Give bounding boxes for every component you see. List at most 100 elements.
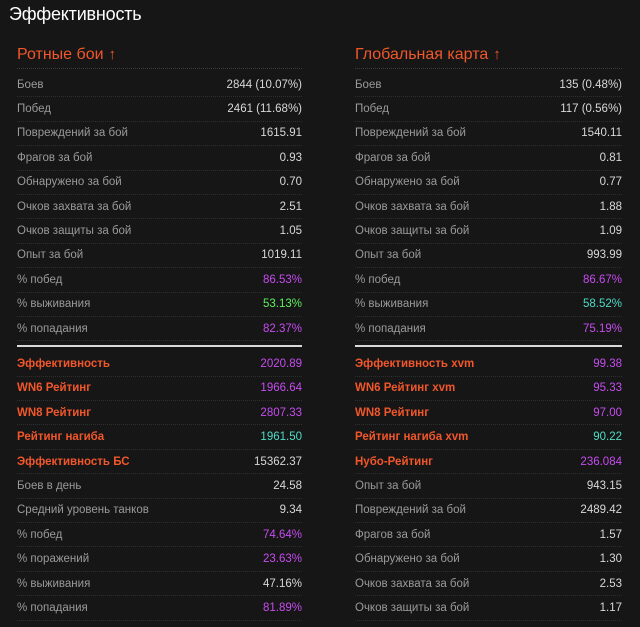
stats-top-list: Боев 135 (0.48%) Побед 117 (0.56%) Поврежден… (355, 73, 622, 342)
stat-label: % выживания (17, 298, 91, 311)
stat-value: 95.33 (593, 382, 622, 395)
stat-row: Фрагов за бой 0.81 (355, 146, 622, 171)
stat-value: 2461 (11.68%) (227, 103, 302, 116)
stat-value: 1540.11 (581, 127, 622, 140)
stat-row: Очков защиты за бой 1.09 (355, 219, 622, 244)
stat-row: Побед 2461 (11.68%) (17, 97, 302, 122)
stat-row: % выживания 53.13% (17, 293, 302, 317)
stat-label: Фрагов за бой (355, 528, 431, 541)
stat-row: Повреждений за бой 1540.11 (355, 122, 622, 147)
stat-value: 2.53 (599, 577, 622, 590)
global-map-panel: Глобальная карта ↑ Боев 135 (0.48%) Побед 1… (355, 42, 622, 621)
stat-row: Повреждений за бой 1615.91 (17, 122, 302, 147)
stat-row: WN6 Рейтинг 1966.64 (17, 377, 302, 402)
stat-row: WN8 Рейтинг 2807.33 (17, 401, 302, 426)
stat-label: Нубо-Рейтинг (355, 455, 433, 468)
stat-row: % выживания 47.16% (17, 572, 302, 597)
stat-value: 9.34 (279, 504, 302, 517)
stat-row: Опыт за бой 943.15 (355, 474, 622, 499)
stat-label: % поражений (17, 553, 90, 566)
sort-arrow-icon: ↑ (493, 46, 501, 63)
stat-label: Фрагов за бой (17, 151, 93, 164)
stat-row: Эффективность xvm 99.38 (355, 352, 622, 377)
stat-value: 75.19% (582, 322, 622, 335)
stats-top-list: Боев 2844 (10.07%) Побед 2461 (11.68%) Повре… (17, 73, 302, 342)
stat-value: 1.17 (599, 601, 622, 614)
stat-value: 2489.42 (580, 504, 622, 517)
stat-label: Боев в день (17, 479, 82, 492)
stat-row: % попадания 81.89% (17, 596, 302, 621)
stat-row: Эффективность БС 15362.37 (17, 450, 302, 475)
stat-value: 1.05 (279, 225, 302, 238)
stat-label: Эффективность xvm (355, 357, 475, 370)
stat-row: Боев 135 (0.48%) (355, 73, 622, 98)
stat-row: Очков захвата за бой 2.53 (355, 572, 622, 597)
stat-label: % попадания (17, 322, 88, 335)
stat-row: Очков защиты за бой 1.05 (17, 219, 302, 244)
stat-label: Очков захвата за бой (355, 200, 470, 213)
stat-value: 53.13% (262, 298, 302, 311)
stat-label: Рейтинг нагиба xvm (355, 431, 469, 444)
stat-label: Боев (355, 78, 382, 91)
stat-value: 99.38 (593, 357, 622, 370)
stat-label: WN8 Рейтинг (17, 406, 92, 419)
stat-value: 0.77 (599, 176, 622, 189)
stat-value: 86.53% (262, 273, 302, 286)
stat-value: 236.084 (580, 455, 622, 468)
stat-row: % выживания 58.52% (355, 293, 622, 317)
stat-label: Очков захвата за бой (355, 577, 470, 590)
stat-value: 2844 (10.07%) (226, 78, 302, 91)
stat-row: % попадания 82.37% (17, 317, 302, 342)
stat-label: % выживания (17, 577, 91, 590)
stat-value: 15362.37 (254, 455, 302, 468)
stat-label: % попадания (17, 601, 88, 614)
stat-value: 90.22 (593, 431, 622, 444)
global-map-title[interactable]: Глобальная карта ↑ (355, 42, 622, 69)
stat-row: Фрагов за бой 0.93 (17, 146, 302, 171)
stat-label: % побед (355, 273, 401, 286)
stat-row: % побед 86.53% (17, 268, 302, 293)
stat-value: 97.00 (593, 406, 622, 419)
section-title-label: Глобальная карта (355, 46, 489, 63)
stat-row: Средний уровень танков 9.34 (17, 499, 302, 524)
stat-row: Очков захвата за бой 1.88 (355, 195, 622, 220)
stat-row: Обнаружено за бой 1.30 (355, 547, 622, 572)
stat-label: Очков захвата за бой (17, 200, 132, 213)
stat-value: 58.52% (582, 298, 622, 311)
stat-row: Очков захвата за бой 2.51 (17, 195, 302, 220)
stat-label: % побед (17, 528, 63, 541)
stat-label: WN8 Рейтинг (355, 406, 430, 419)
stats-bottom-list: Эффективность 2020.89 WN6 Рейтинг 1966.64 WN… (17, 352, 302, 621)
stat-label: Побед (17, 103, 51, 116)
stat-label: Опыт за бой (355, 249, 422, 262)
stat-row: Нубо-Рейтинг 236.084 (355, 450, 622, 475)
stat-value: 1966.64 (260, 382, 302, 395)
stat-row: % попадания 75.19% (355, 317, 622, 342)
stat-label: Обнаружено за бой (17, 176, 122, 189)
stat-value: 117 (0.56%) (560, 103, 622, 116)
company-battles-title[interactable]: Ротные бои ↑ (17, 42, 302, 69)
stat-label: Очков защиты за бой (355, 601, 470, 614)
stat-row: % поражений 23.63% (17, 547, 302, 572)
stat-row: % побед 74.64% (17, 523, 302, 548)
stat-value: 1.30 (599, 553, 622, 566)
stats-bottom-list: Эффективность xvm 99.38 WN6 Рейтинг xvm 95.… (355, 352, 622, 621)
stat-label: Опыт за бой (355, 479, 422, 492)
stat-value: 993.99 (586, 249, 622, 262)
stat-row: Опыт за бой 1019.11 (17, 244, 302, 269)
stat-row: Боев 2844 (10.07%) (17, 73, 302, 98)
stat-label: Очков защиты за бой (355, 225, 470, 238)
stat-label: Побед (355, 103, 389, 116)
company-battles-panel: Ротные бои ↑ Боев 2844 (10.07%) Побед 2461 … (17, 42, 302, 621)
stat-value: 23.63% (262, 553, 302, 566)
stat-row: WN8 Рейтинг 97.00 (355, 401, 622, 426)
stat-label: Опыт за бой (17, 249, 84, 262)
section-title-label: Ротные бои (17, 46, 104, 63)
divider (355, 345, 622, 348)
stat-row: Рейтинг нагиба 1961.50 (17, 425, 302, 450)
stat-value: 2.51 (279, 200, 302, 213)
stat-row: Повреждений за бой 2489.42 (355, 499, 622, 524)
stat-row: Обнаружено за бой 0.77 (355, 171, 622, 195)
stat-value: 86.67% (582, 273, 622, 286)
stat-row: Фрагов за бой 1.57 (355, 523, 622, 548)
